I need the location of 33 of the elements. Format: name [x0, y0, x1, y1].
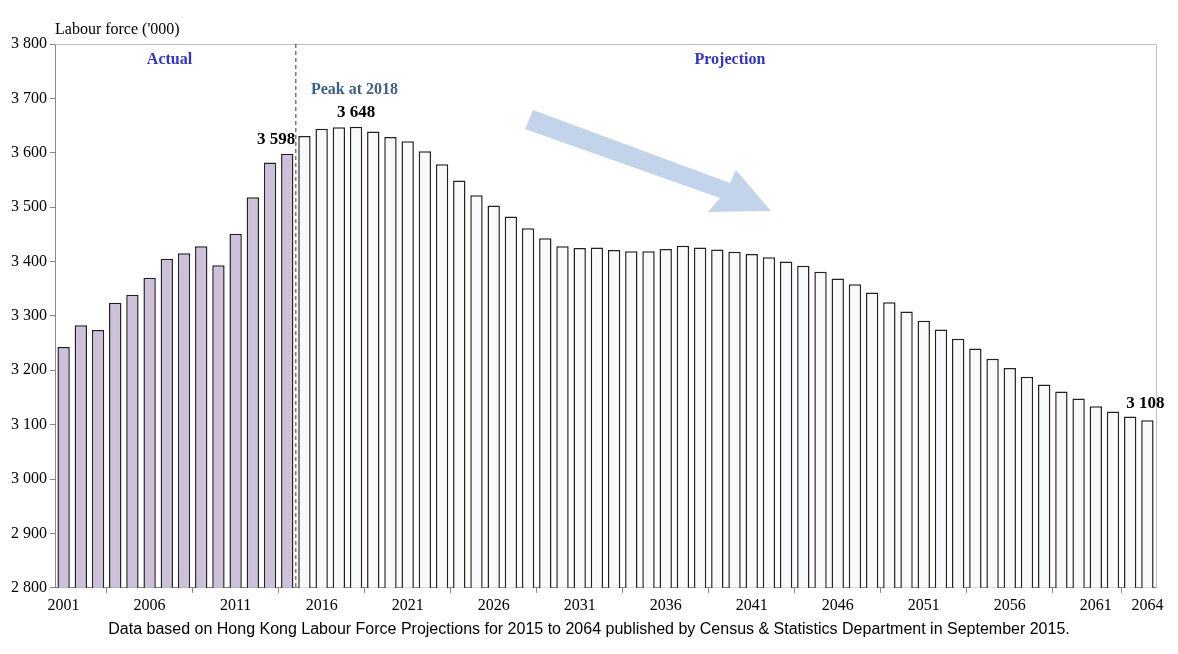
- x-tick-label: 2061: [1079, 595, 1112, 613]
- y-tick-label: 3 300: [11, 306, 47, 324]
- data-label: 3 598: [256, 128, 296, 148]
- annotation: Peak at 2018: [310, 80, 399, 98]
- x-tick-label: 2011: [219, 595, 252, 613]
- x-tick-label: 2051: [907, 595, 940, 613]
- x-tick-label: 2031: [563, 595, 596, 613]
- x-tick-label: 2006: [133, 595, 166, 613]
- x-tick-label: 2064: [1131, 595, 1164, 613]
- y-tick-label: 2 800: [11, 578, 47, 595]
- x-tick-label: 2001: [47, 595, 80, 613]
- annotation: Actual: [146, 50, 193, 68]
- x-tick-label: 2016: [305, 595, 338, 613]
- x-tick-label: 2056: [993, 595, 1026, 613]
- y-tick-label: 3 700: [11, 88, 47, 106]
- y-tick-label: 3 800: [11, 34, 47, 52]
- y-tick-label: 3 100: [11, 414, 47, 432]
- data-label: 3 648: [336, 101, 376, 121]
- y-tick-label: 3 400: [11, 251, 47, 269]
- y-tick-label: 3 500: [11, 197, 47, 215]
- x-tick-label: 2046: [821, 595, 854, 613]
- x-tick-label: 2041: [735, 595, 768, 613]
- y-axis-title: Labour force ('000): [55, 20, 180, 39]
- y-tick-label: 3 000: [11, 469, 47, 487]
- annotation: Projection: [694, 50, 766, 69]
- x-tick-label: 2036: [649, 595, 682, 613]
- y-tick-label: 3 200: [11, 360, 47, 378]
- y-tick-label: 3 600: [11, 142, 47, 160]
- x-tick-label: 2021: [391, 595, 424, 613]
- y-tick-label: 2 900: [11, 523, 47, 541]
- text: Data based on Hong Kong Labour Force Projections for 2015 to 2064 published by Census & Statistics Department in September 2015.: [107, 620, 1071, 638]
- data-label: 3 108: [1126, 393, 1165, 413]
- x-tick-label: 2026: [477, 595, 510, 613]
